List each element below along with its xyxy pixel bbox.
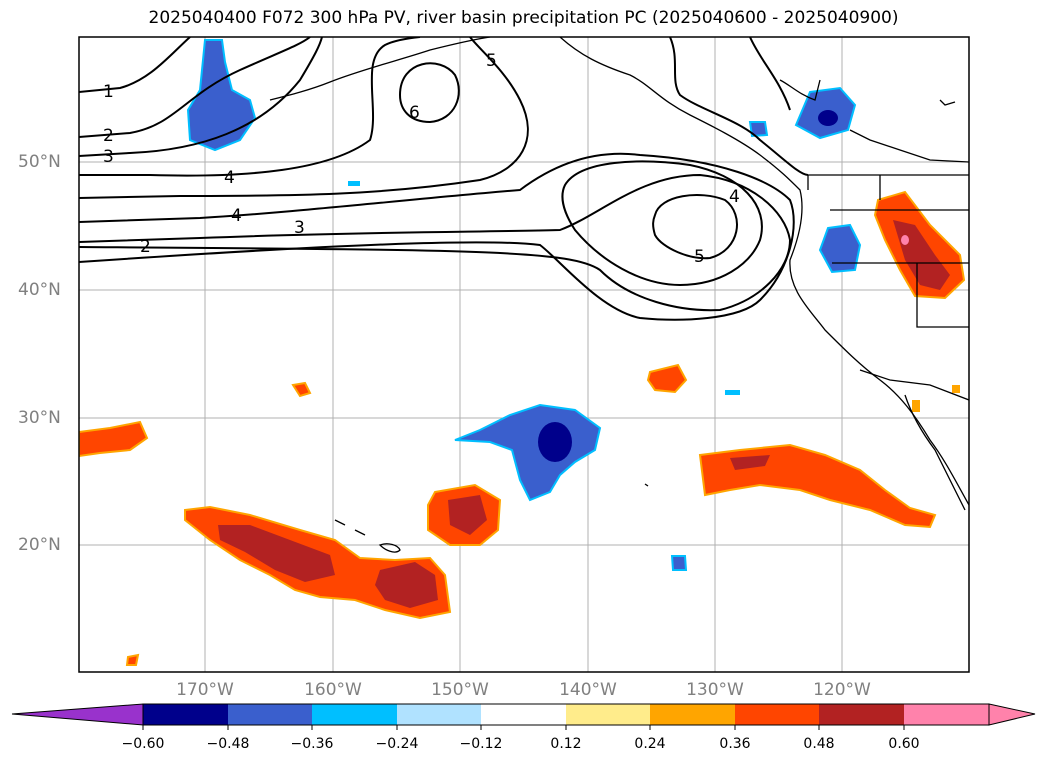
colorbar-tick: −0.24 [375,736,419,752]
lon-label: 160°W [304,680,362,700]
lon-label: 140°W [559,680,617,700]
contour-label: 1 [103,82,114,102]
lat-label: 30°N [18,408,61,428]
contour-label: 3 [103,147,114,167]
colorbar [11,703,1036,730]
map-title: 2025040400 F072 300 hPa PV, river basin … [148,8,899,28]
gridlines [79,37,969,672]
lat-label: 40°N [18,280,61,300]
lon-label: 130°W [686,680,744,700]
map-frame [78,36,970,673]
contour-label: 4 [231,206,242,226]
colorbar-tick: 0.60 [888,736,920,752]
colorbar-tick: 0.36 [719,736,751,752]
contour-label: 5 [694,247,705,267]
contour-label: 6 [409,103,420,123]
contour-labels: 1 2 3 4 4 3 2 5 6 4 5 [103,51,740,267]
precip-regions [79,39,966,666]
coastlines [269,37,969,553]
lon-label: 170°W [176,680,234,700]
lat-label: 50°N [18,152,61,172]
contour-label: 2 [103,126,114,146]
lat-label: 20°N [18,535,61,555]
colorbar-tick: 0.24 [634,736,666,752]
colorbar-tick: 0.12 [550,736,582,752]
pv-contours [79,37,809,321]
colorbar-tick: −0.36 [290,736,334,752]
colorbar-tick: −0.60 [121,736,165,752]
contour-label: 4 [224,168,235,188]
colorbar-tick: −0.48 [206,736,250,752]
contour-label: 5 [486,51,497,71]
contour-label: 4 [729,187,740,207]
lon-label: 120°W [813,680,871,700]
lon-label: 150°W [431,680,489,700]
colorbar-tick: −0.12 [459,736,503,752]
colorbar-tick: 0.48 [803,736,835,752]
contour-label: 3 [294,218,305,238]
contour-label: 2 [140,237,151,257]
